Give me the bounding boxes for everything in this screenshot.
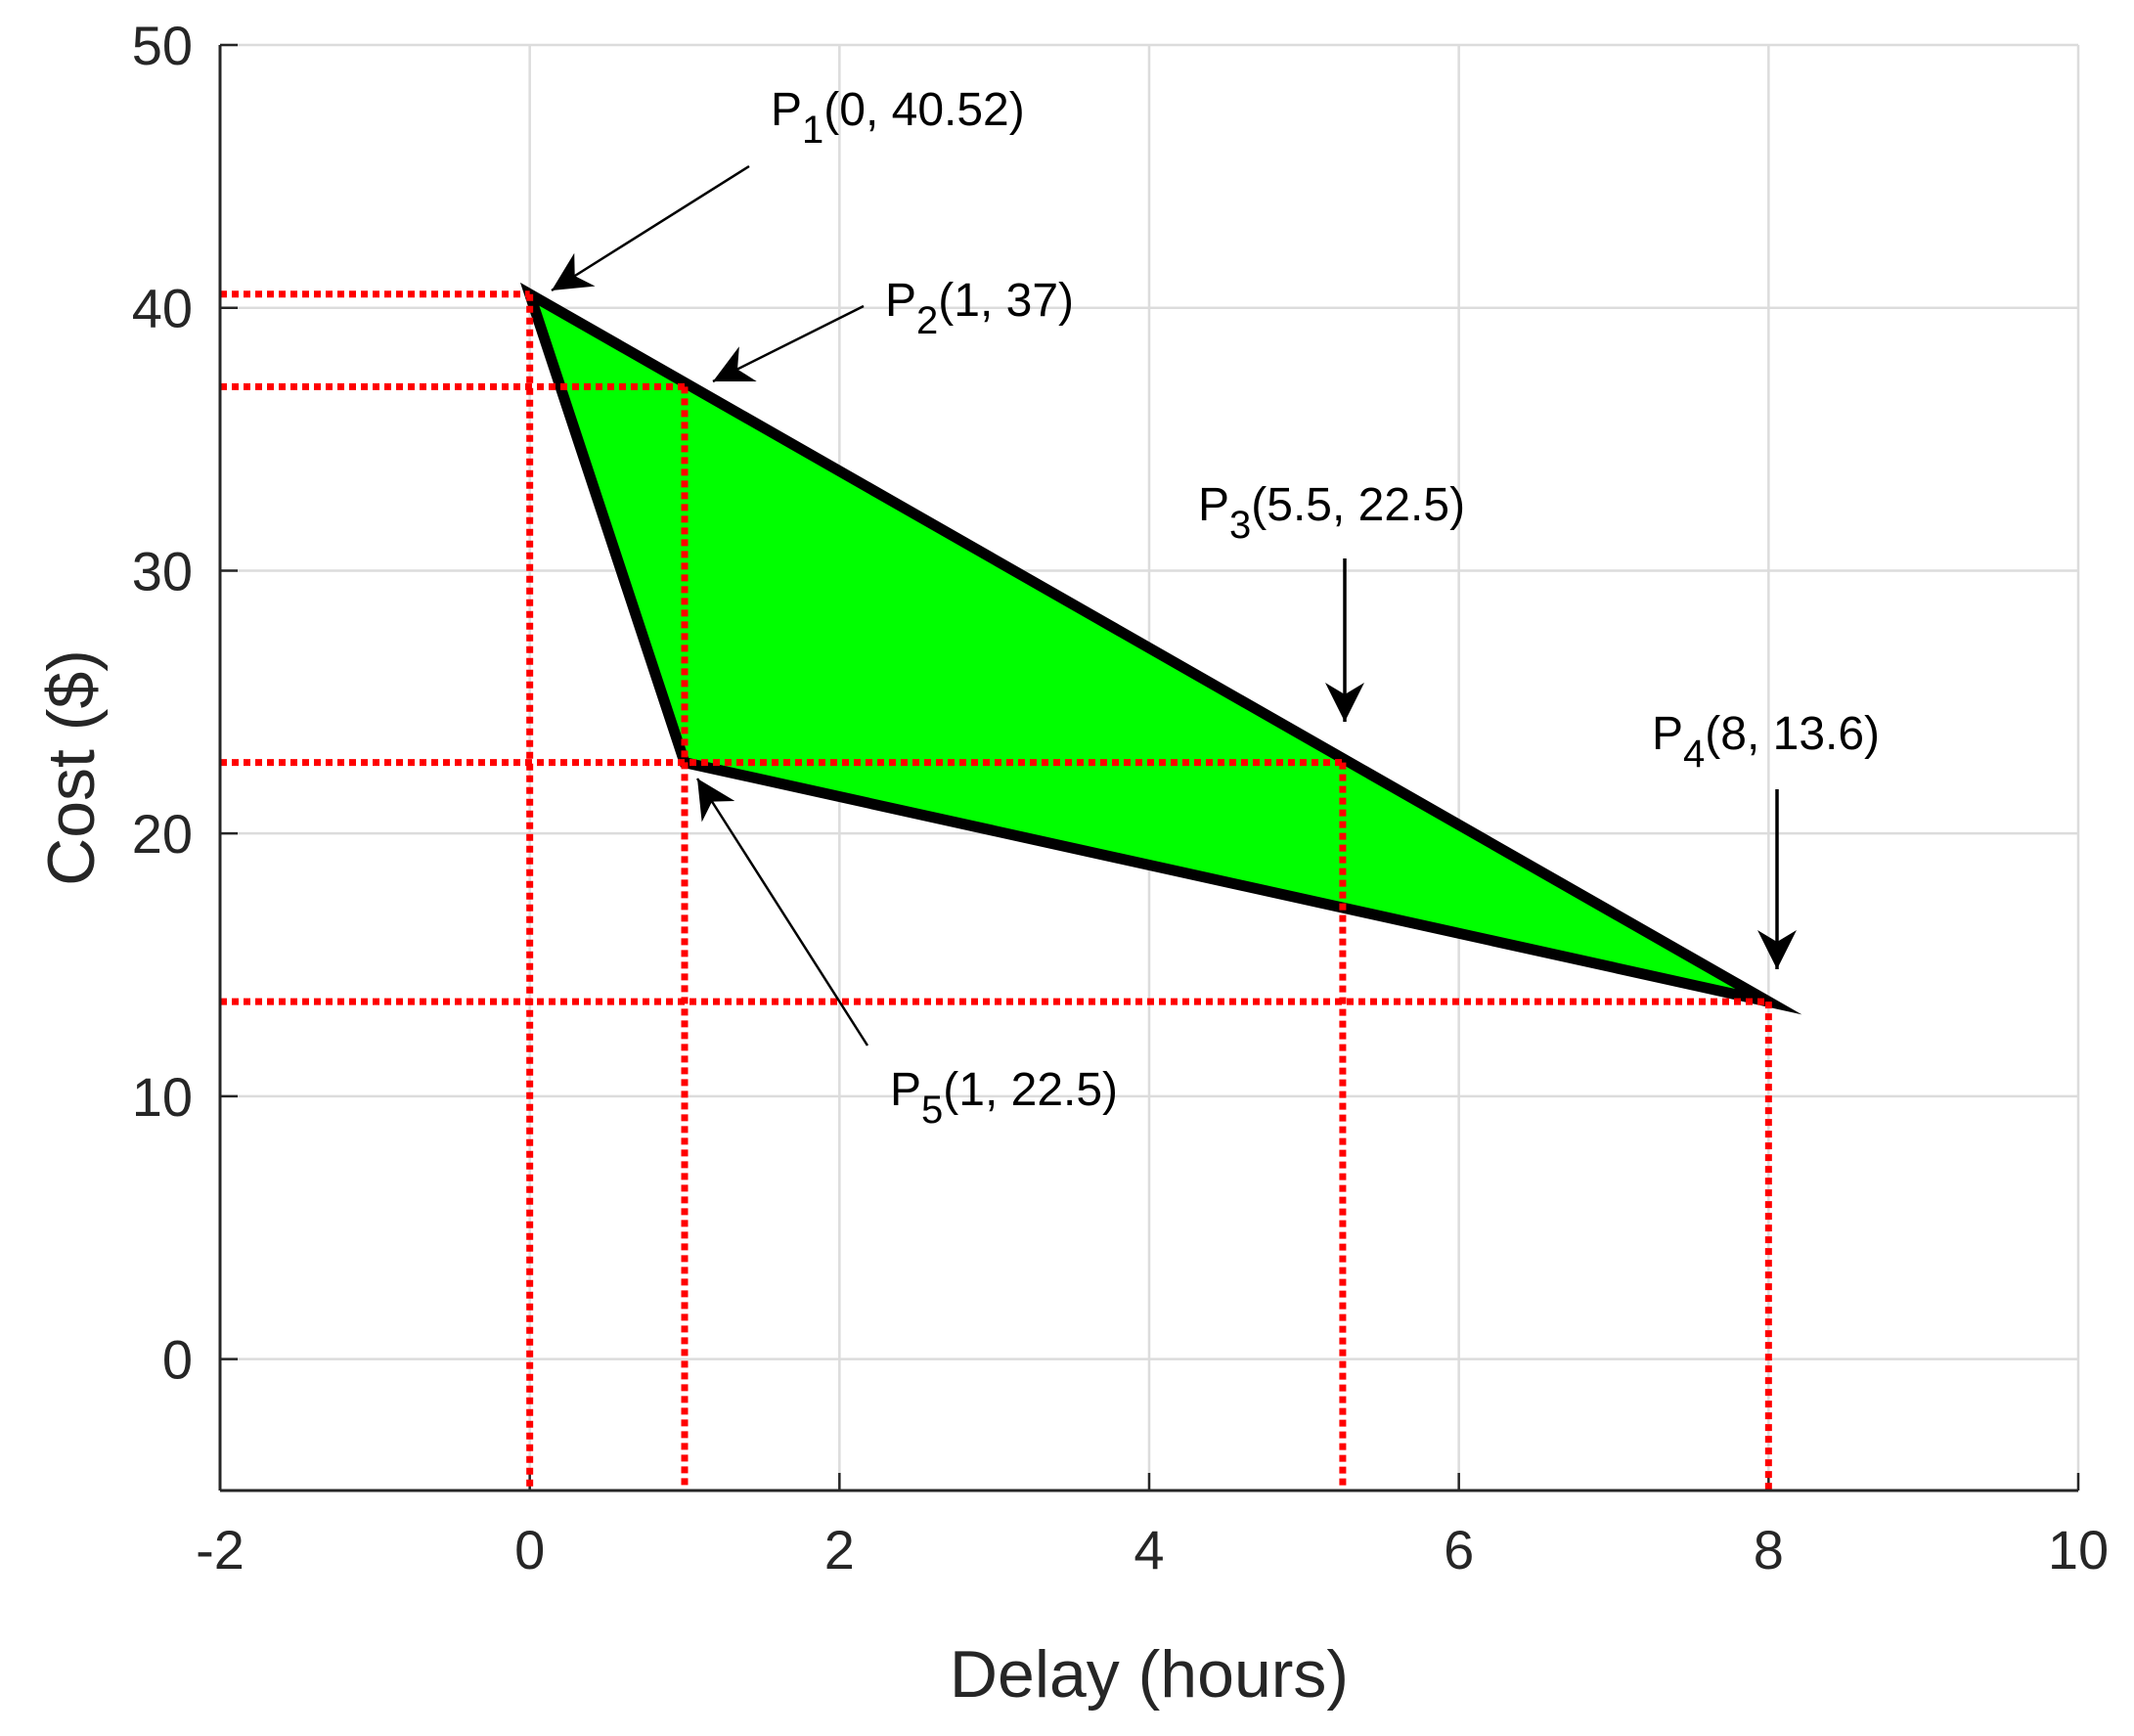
y-tick-label: 0 xyxy=(162,1329,193,1391)
annotation-text: (1, 22.5) xyxy=(943,1064,1118,1116)
annotation-subscript: 1 xyxy=(802,109,823,152)
annotation-subscript: 4 xyxy=(1683,733,1705,776)
annotation: P5(1, 22.5) xyxy=(890,1064,1118,1132)
annotation-subscript: 3 xyxy=(1229,504,1251,547)
annotation-letter: P xyxy=(771,84,802,136)
annotation-arrow xyxy=(551,164,750,292)
annotation-letter: P xyxy=(885,275,916,327)
x-tick-label: 8 xyxy=(1754,1519,1784,1580)
annotation-text: (1, 37) xyxy=(938,275,1074,327)
x-tick-label: 4 xyxy=(1134,1519,1164,1580)
annotation-arrow xyxy=(695,778,869,1046)
y-tick-label: 10 xyxy=(132,1066,193,1128)
annotation-subscript: 2 xyxy=(916,299,938,342)
annotation-text: (0, 40.52) xyxy=(823,84,1024,136)
x-tick-label: 2 xyxy=(824,1519,855,1580)
x-axis-label: Delay (hours) xyxy=(950,1637,1349,1712)
annotation-arrow xyxy=(712,304,865,383)
y-tick-label: 50 xyxy=(132,15,193,76)
x-tick-label: 6 xyxy=(1444,1519,1474,1580)
annotation-letter: P xyxy=(1198,479,1229,531)
x-tick-label: -2 xyxy=(196,1519,245,1580)
annotation-text: (8, 13.6) xyxy=(1705,708,1880,760)
annotation-text: (5.5, 22.5) xyxy=(1251,479,1465,531)
y-tick-label: 30 xyxy=(132,540,193,601)
x-tick-label: 10 xyxy=(2048,1519,2109,1580)
annotation: P4(8, 13.6) xyxy=(1652,708,1880,776)
y-tick-label: 20 xyxy=(132,803,193,865)
annotation-subscript: 5 xyxy=(921,1089,943,1132)
annotation: P3(5.5, 22.5) xyxy=(1198,479,1465,547)
annotation-letter: P xyxy=(890,1064,921,1116)
x-tick-label: 0 xyxy=(514,1519,545,1580)
annotation-letter: P xyxy=(1652,708,1683,760)
annotation: P1(0, 40.52) xyxy=(771,84,1025,152)
y-axis-label: Cost ($) xyxy=(34,649,109,886)
region xyxy=(519,282,1802,1015)
annotation: P2(1, 37) xyxy=(885,275,1074,342)
y-tick-label: 40 xyxy=(132,278,193,339)
